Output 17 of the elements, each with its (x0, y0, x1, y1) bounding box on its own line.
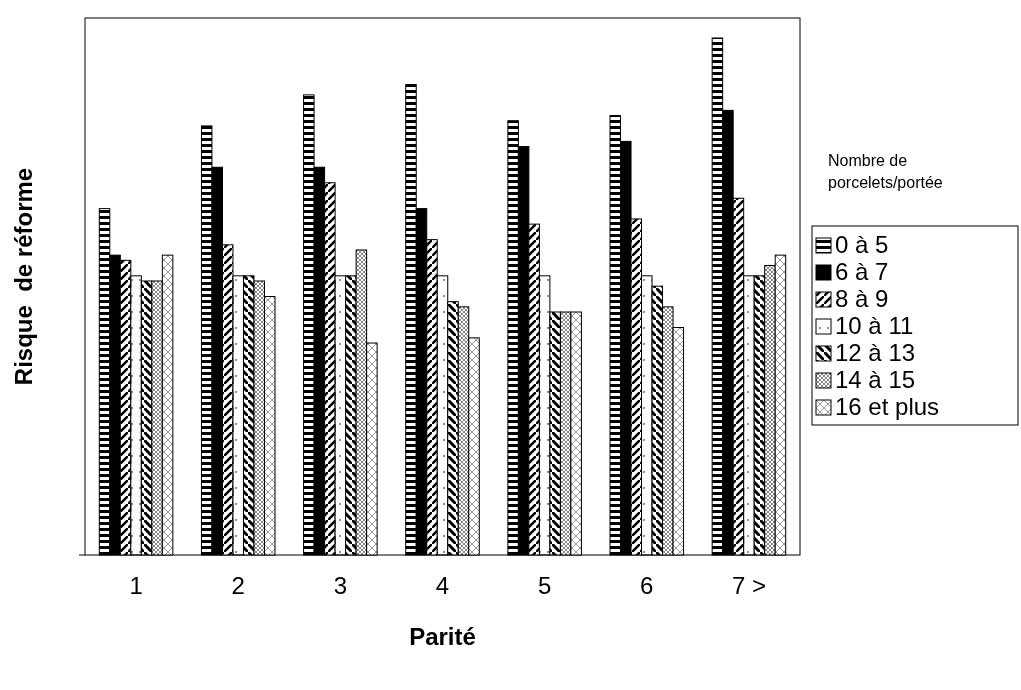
legend-label: 16 et plus (835, 393, 940, 420)
x-tick-label: 4 (435, 572, 450, 600)
legend-label: 8 à 9 (835, 285, 889, 312)
legend-title: Nombre de porcelets/portée (828, 152, 943, 191)
legend-label: 14 à 15 (835, 366, 916, 393)
y-axis-title: Risque de réforme (10, 167, 37, 386)
x-axis-title: Parité (409, 623, 476, 650)
x-tick-label: 6 (640, 572, 654, 600)
x-tick-label: 3 (333, 572, 348, 600)
legend-label: 10 à 11 (835, 312, 914, 339)
x-tick-label: 7 > (731, 572, 766, 600)
legend-label: 12 à 13 (835, 339, 916, 366)
x-tick-label: 5 (537, 572, 552, 600)
x-tick-label: 2 (231, 572, 245, 600)
legend-label: 6 à 7 (835, 258, 889, 285)
legend-label: 0 à 5 (835, 231, 889, 258)
x-tick-label: 1 (129, 572, 143, 600)
